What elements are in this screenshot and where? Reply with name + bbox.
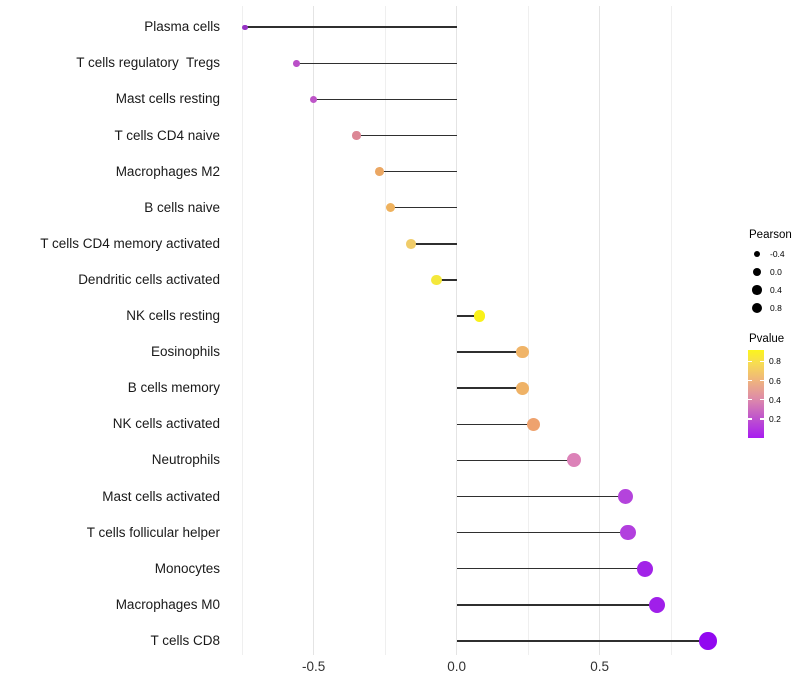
row-label: B cells naive <box>144 199 220 215</box>
x-tick-label: 0.0 <box>447 659 466 674</box>
lollipop-dot <box>374 167 384 177</box>
x-tick-label: -0.5 <box>301 659 326 674</box>
lollipop-stem <box>456 423 534 426</box>
lollipop-dot <box>386 203 396 213</box>
lollipop-dot <box>566 453 581 468</box>
lollipop-dot <box>473 310 486 322</box>
row-label: T cells follicular helper <box>86 524 220 540</box>
lollipop-dot <box>699 632 718 650</box>
lollipop-stem <box>436 279 457 281</box>
lollipop-stem <box>456 567 646 570</box>
pvalue-bar-tick <box>748 418 752 420</box>
lollipop-dot <box>637 560 654 577</box>
pvalue-bar-tick <box>748 398 752 401</box>
major-gridline <box>313 6 315 655</box>
lollipop-stem <box>456 604 657 606</box>
row-label: Macrophages M0 <box>115 596 220 612</box>
lollipop-stem <box>390 206 457 209</box>
pearson-legend-label: 0.8 <box>770 303 782 313</box>
pvalue-legend-label: 0.4 <box>769 394 781 405</box>
minor-gridline <box>527 6 529 655</box>
lollipop-stem <box>456 531 629 534</box>
lollipop-stem <box>456 459 574 462</box>
lollipop-stem <box>456 351 523 353</box>
pearson-legend-dot <box>751 302 763 314</box>
row-label: Eosinophils <box>150 344 220 360</box>
lollipop-dot <box>431 274 442 286</box>
pvalue-legend-title: Pvalue <box>749 333 785 345</box>
major-gridline <box>599 6 601 655</box>
row-label: T cells CD4 naive <box>114 127 220 143</box>
pvalue-bar-tick <box>760 398 764 401</box>
pvalue-bar-tick <box>760 360 764 363</box>
row-label: Plasma cells <box>144 19 220 35</box>
lollipop-dot <box>405 238 416 249</box>
pvalue-bar-tick <box>748 379 752 382</box>
row-label: NK cells activated <box>112 416 220 432</box>
pearson-legend-title: Pearson <box>749 229 792 241</box>
row-label: T cells CD8 <box>150 632 220 648</box>
lollipop-dot <box>648 596 665 613</box>
lollipop-dot <box>527 417 541 431</box>
row-label: Monocytes <box>154 560 220 576</box>
minor-gridline <box>670 6 672 655</box>
row-label: Dendritic cells activated <box>78 271 220 287</box>
pearson-legend-dot <box>754 251 760 257</box>
pvalue-bar-tick <box>760 379 764 382</box>
lollipop-dot <box>620 524 636 541</box>
lollipop-stem <box>456 495 626 498</box>
lollipop-stem <box>379 170 457 173</box>
lollipop-dot <box>242 24 248 30</box>
row-label: T cells regulatory Tregs <box>76 55 220 71</box>
pvalue-bar-tick <box>748 360 752 363</box>
lollipop-stem <box>456 315 480 317</box>
lollipop-stem <box>410 243 457 245</box>
lollipop-stem <box>244 26 457 28</box>
pearson-legend-label: 0.4 <box>770 285 782 295</box>
lollipop-stem <box>456 387 523 389</box>
lollipop-stem <box>356 134 457 137</box>
lollipop-stem <box>296 62 457 65</box>
pearson-legend-label: 0.0 <box>770 267 782 277</box>
pvalue-bar-tick <box>760 418 764 420</box>
lollipop-dot <box>310 95 318 103</box>
lollipop-dot <box>352 131 361 140</box>
row-label: T cells CD4 memory activated <box>40 235 220 251</box>
pvalue-gradient-bar <box>748 350 764 438</box>
row-label: Neutrophils <box>151 452 220 468</box>
row-label: B cells memory <box>127 380 220 396</box>
row-label: Mast cells activated <box>102 488 220 504</box>
lollipop-stem <box>456 640 709 642</box>
pvalue-legend-label: 0.6 <box>769 375 781 386</box>
lollipop-dot <box>293 59 300 67</box>
x-tick-label: 0.5 <box>590 659 609 674</box>
row-label: Mast cells resting <box>115 91 220 107</box>
lollipop-dot <box>516 381 529 395</box>
minor-gridline <box>241 6 243 655</box>
pvalue-legend-label: 0.2 <box>769 413 781 424</box>
pearson-legend-dot <box>753 268 761 276</box>
lollipop-stem <box>313 98 457 101</box>
pearson-legend-label: -0.4 <box>770 249 785 259</box>
pearson-legend-dot <box>752 285 762 295</box>
pvalue-legend-label: 0.8 <box>769 356 781 367</box>
row-label: Macrophages M2 <box>115 163 220 179</box>
major-gridline <box>456 6 458 655</box>
lollipop-dot <box>617 488 634 505</box>
minor-gridline <box>384 6 386 655</box>
lollipop-dot <box>516 345 529 359</box>
row-label: NK cells resting <box>126 308 220 323</box>
